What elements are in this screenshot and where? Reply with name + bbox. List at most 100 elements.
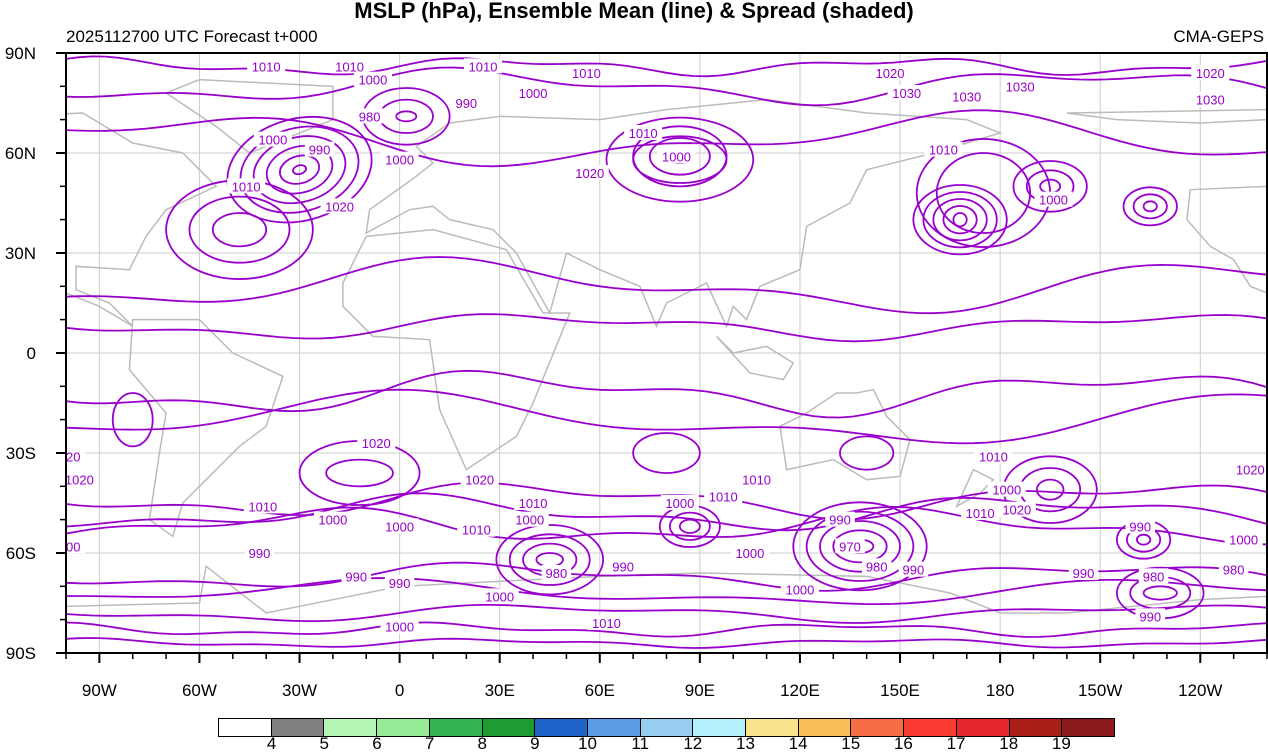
contour-label: 990 [1139, 609, 1161, 624]
lon-tick-label: 60W [182, 681, 217, 700]
colorbar-label: 9 [530, 734, 540, 753]
coastline [128, 318, 284, 538]
contour-line [66, 561, 1267, 592]
colorbar-swatch [377, 719, 430, 736]
contour-label: 1010 [572, 66, 601, 81]
contour-label-bg [1218, 561, 1249, 577]
contour-label: 1000 [785, 583, 814, 598]
contour-label: 1000 [358, 73, 387, 88]
lon-tick-label: 60E [585, 681, 615, 700]
contour-line [325, 458, 394, 488]
contour-label-bg [457, 521, 496, 537]
contour-label-bg [961, 505, 1000, 520]
contour-line [535, 552, 564, 568]
contour-line [66, 492, 1267, 532]
colorbar-swatch [904, 719, 957, 736]
contour-line [278, 154, 321, 185]
lat-tick-label: 60S [6, 544, 36, 563]
contour-line [165, 179, 314, 280]
contour-label-bg [451, 95, 482, 110]
contour-line [935, 152, 1032, 234]
colorbar-label: 18 [999, 734, 1019, 753]
contour-label-bg [608, 558, 638, 574]
contour-label-bg [384, 575, 415, 590]
contour-label: 980 [1143, 569, 1165, 584]
contour-label-bg [357, 435, 396, 450]
contour-line [508, 533, 591, 586]
lon-tick-label: 90E [685, 681, 715, 700]
colorbar-label: 19 [1051, 734, 1071, 753]
contour-line [912, 184, 1008, 256]
axis-ticks: 90N 60N 30N 0 30S 60S 90S 90W 60W 30W 0 30E 60E 90E 12… [5, 44, 1268, 700]
contour-label: 990 [249, 546, 271, 561]
colorbar-swatch [956, 719, 1010, 736]
contour-label: 1000 [519, 86, 548, 101]
contour-line [1012, 160, 1088, 213]
contour-label: 1020 [876, 66, 905, 81]
colorbar-swatch [271, 719, 325, 736]
contour-label-bg [460, 471, 499, 487]
contour-label-bg [380, 518, 419, 534]
colorbar-label: 6 [372, 734, 382, 753]
contour-label: 1000 [1039, 193, 1068, 208]
chart-title: MSLP (hPa), Ensemble Mean (line) & Sprea… [354, 0, 914, 23]
contour-label-bg [354, 108, 385, 124]
colorbar-swatch [1009, 719, 1063, 736]
contour-label-bg [570, 165, 609, 180]
contour-label: 1020 [1236, 463, 1265, 478]
contour-label: 1020 [362, 436, 391, 451]
contour-label: 1010 [592, 616, 621, 631]
contour-label: 990 [903, 563, 925, 578]
contour-line [1035, 478, 1065, 501]
contour-label: 1010 [966, 506, 995, 521]
contour-line [188, 195, 291, 264]
coastline [715, 335, 795, 381]
colorbar-swatch [482, 719, 536, 736]
contour-label: 1030 [952, 89, 981, 104]
contour-line [66, 369, 1267, 419]
contour-line [1122, 186, 1178, 227]
contour-label-bg [624, 125, 663, 140]
contour-label: 1030 [1006, 79, 1035, 94]
contour-line [265, 144, 334, 195]
colorbar-label: 14 [788, 734, 808, 753]
contour-label-bg [835, 538, 865, 554]
lon-tick-label: 120E [780, 681, 820, 700]
coastline [66, 564, 1267, 653]
contour-line [1132, 193, 1168, 220]
colorbar-swatch [1062, 719, 1114, 736]
contour-label-bg [974, 448, 1013, 464]
contour-label: 1000 [1229, 533, 1258, 548]
contour-label-bg [657, 148, 696, 164]
contour-line [378, 98, 434, 134]
contour-label: 970 [839, 539, 861, 554]
contour-label: 1000 [485, 589, 514, 604]
contour-label: 1000 [385, 619, 414, 634]
contour-label: 1000 [52, 539, 81, 554]
lon-tick-label: 180 [986, 681, 1014, 700]
contour-label: 1000 [515, 513, 544, 528]
contour-label: 1020 [1002, 503, 1031, 518]
colorbar-label: 17 [946, 734, 966, 753]
contour-label-bg [1001, 78, 1040, 94]
contour-label-bg [898, 561, 929, 577]
contour-label-bg [66, 471, 99, 487]
contour-line [632, 135, 728, 184]
colorbar-label: 5 [319, 734, 330, 753]
contour-label: 1000 [318, 513, 347, 528]
lon-tick-label: 150W [1078, 681, 1122, 700]
colorbar-label: 12 [683, 734, 703, 753]
contour-label-bg [780, 581, 819, 597]
contour-label: 990 [612, 559, 634, 574]
contour-label: 1000 [735, 546, 764, 561]
colorbar [218, 718, 1115, 737]
lon-tick-label: 150E [880, 681, 920, 700]
contour-label: 1010 [742, 473, 771, 488]
contour-line [66, 313, 1267, 343]
contour-line [832, 529, 888, 564]
colorbar-label: 8 [477, 734, 487, 753]
contour-label-bg [66, 538, 85, 554]
contour-label: 1030 [892, 86, 921, 101]
contour-label: 990 [829, 513, 851, 528]
